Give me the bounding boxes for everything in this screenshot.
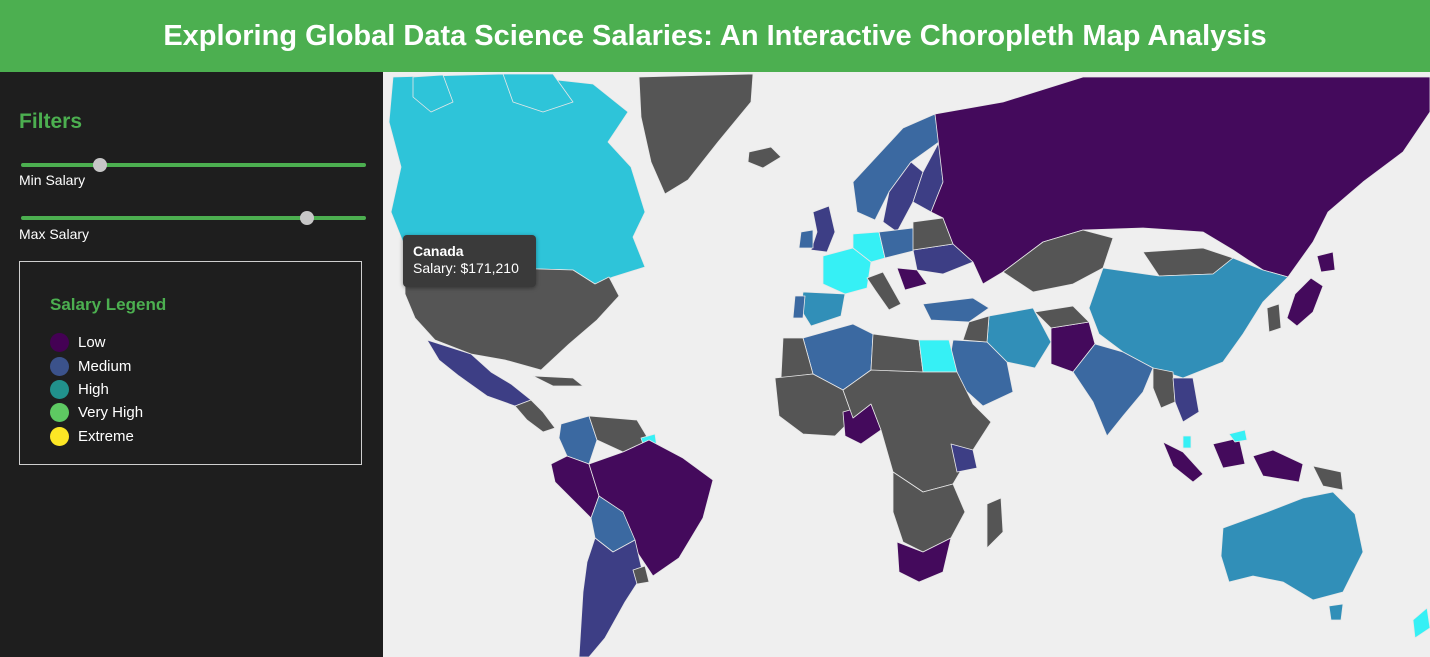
country-thailand[interactable] [1172,377,1200,423]
country-indonesia-sumatra[interactable] [1162,441,1204,483]
country-spain[interactable] [800,291,846,327]
country-greenland[interactable] [638,73,754,195]
country-canada-islands[interactable] [412,74,454,113]
country-japan[interactable] [1286,277,1324,327]
world-map-svg[interactable] [383,72,1430,657]
country-afghanistan[interactable] [1034,305,1090,329]
country-iraq[interactable] [962,315,990,343]
country-south-africa[interactable] [896,537,952,583]
country-uruguay[interactable] [632,565,650,585]
max-salary-slider[interactable] [21,211,366,225]
country-united-states[interactable] [404,267,620,371]
country-tooltip: Canada Salary: $171,210 [403,235,536,287]
country-canada[interactable] [388,73,646,285]
legend-item-medium: Medium [50,356,131,376]
legend-item-extreme: Extreme [50,426,134,446]
legend-label-low: Low [78,333,106,351]
legend-swatch-low [50,332,69,352]
choropleth-map[interactable]: Canada Salary: $171,210 [383,72,1430,657]
country-portugal[interactable] [792,295,806,319]
country-korea[interactable] [1266,303,1282,333]
header-bar: Exploring Global Data Science Salaries: … [0,0,1430,72]
country-malaysia-borneo[interactable] [1228,429,1248,443]
legend-label-medium: Medium [78,357,132,375]
country-canada-arctic[interactable] [502,73,574,113]
country-new-zealand[interactable] [1412,607,1430,639]
legend-label-extreme: Extreme [78,427,134,445]
country-indonesia-borneo[interactable] [1212,437,1246,469]
legend-label-very-high: Very High [78,403,144,421]
legend-item-very-high: Very High [50,402,143,422]
country-malaysia[interactable] [1182,435,1192,449]
country-papua-new-guinea[interactable] [1312,465,1344,491]
country-argentina[interactable] [578,537,644,657]
min-salary-slider-thumb[interactable] [93,158,108,172]
legend-item-low: Low [50,332,106,352]
country-united-kingdom[interactable] [810,205,836,253]
legend-title: Salary Legend [50,295,167,314]
country-china[interactable] [1088,257,1289,379]
country-poland[interactable] [878,227,918,259]
legend-swatch-medium [50,356,69,376]
min-salary-label: Min Salary [19,172,86,188]
country-japan-north[interactable] [1316,251,1336,273]
country-central-america[interactable] [514,399,556,433]
country-india[interactable] [1072,343,1154,437]
page-title: Exploring Global Data Science Salaries: … [163,19,1267,52]
legend-swatch-very-high [50,402,69,422]
country-ireland[interactable] [798,229,814,249]
country-romania[interactable] [896,267,928,291]
tooltip-salary: Salary: $171,210 [413,260,519,276]
country-iceland[interactable] [747,146,782,169]
country-indonesia-east[interactable] [1252,449,1304,483]
salary-legend: Salary Legend Low Medium High Very High … [19,261,362,465]
country-italy[interactable] [866,271,902,311]
max-salary-slider-thumb[interactable] [300,211,315,225]
tooltip-country: Canada [413,243,464,259]
min-salary-slider[interactable] [21,158,366,172]
country-madagascar[interactable] [986,497,1004,549]
country-germany[interactable] [852,231,886,263]
country-myanmar[interactable] [1152,367,1176,409]
sidebar: Filters Min Salary Max Salary Salary Leg… [0,72,383,657]
max-salary-label: Max Salary [19,226,90,242]
country-turkey[interactable] [922,297,990,323]
legend-swatch-high [50,379,69,399]
country-egypt[interactable] [918,339,958,373]
country-tasmania[interactable] [1328,603,1344,621]
filters-title: Filters [19,110,83,133]
country-cuba[interactable] [532,375,584,387]
country-russia[interactable] [930,76,1430,285]
legend-label-high: High [78,380,109,398]
country-kazakhstan[interactable] [1002,229,1114,293]
legend-swatch-extreme [50,426,69,446]
legend-item-high: High [50,379,109,399]
country-kenya[interactable] [950,443,978,473]
country-australia[interactable] [1220,491,1364,601]
